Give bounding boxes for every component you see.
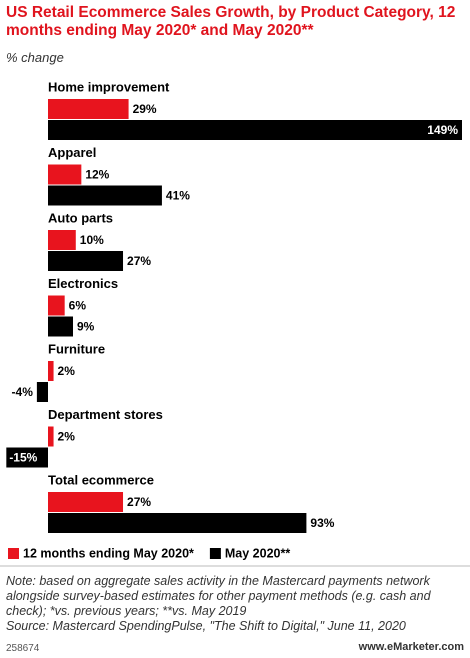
value-label: 12% (85, 168, 109, 182)
bar (48, 513, 307, 533)
value-label: 41% (166, 189, 190, 203)
value-label: 9% (77, 320, 95, 334)
value-label: 27% (127, 495, 151, 509)
bar (48, 251, 124, 271)
category-label: Electronics (48, 276, 118, 291)
value-label: 6% (69, 299, 87, 313)
legend-swatch (209, 548, 221, 559)
value-label: -4% (12, 385, 34, 399)
bar (48, 230, 76, 250)
bar (48, 316, 74, 337)
website: www.eMarketer.com (358, 641, 464, 653)
bar (48, 426, 54, 447)
bar (6, 447, 48, 468)
value-label: 2% (58, 430, 76, 444)
legend-swatch (8, 548, 19, 559)
category-label: Department stores (48, 407, 163, 422)
bar (48, 120, 462, 140)
source: Source: Mastercard SpendingPulse, "The S… (6, 619, 406, 633)
bar (48, 99, 129, 119)
bar (48, 492, 124, 512)
bar (48, 361, 54, 381)
value-label: 29% (133, 102, 157, 116)
chart-subtitle: % change (6, 50, 64, 65)
value-label: 10% (80, 233, 104, 247)
value-label: 27% (127, 254, 151, 268)
chart-id: 258674 (6, 643, 40, 654)
value-label: -15% (9, 451, 37, 465)
chart-title: US Retail Ecommerce Sales Growth, by Pro… (6, 4, 456, 39)
value-label: 2% (58, 364, 76, 378)
bar (48, 185, 162, 206)
category-label: Home improvement (48, 79, 170, 94)
bar (48, 295, 65, 316)
bar (36, 382, 48, 402)
category-label: Furniture (48, 341, 105, 356)
value-label: 93% (310, 516, 334, 530)
legend-label: 12 months ending May 2020* (23, 546, 194, 560)
category-label: Total ecommerce (48, 472, 154, 487)
value-label: 149% (427, 123, 458, 137)
category-label: Apparel (48, 145, 96, 160)
bar (48, 164, 82, 185)
category-label: Auto parts (48, 210, 113, 225)
note: Note: based on aggregate sales activity … (6, 574, 431, 618)
legend-label: May 2020** (225, 546, 290, 560)
